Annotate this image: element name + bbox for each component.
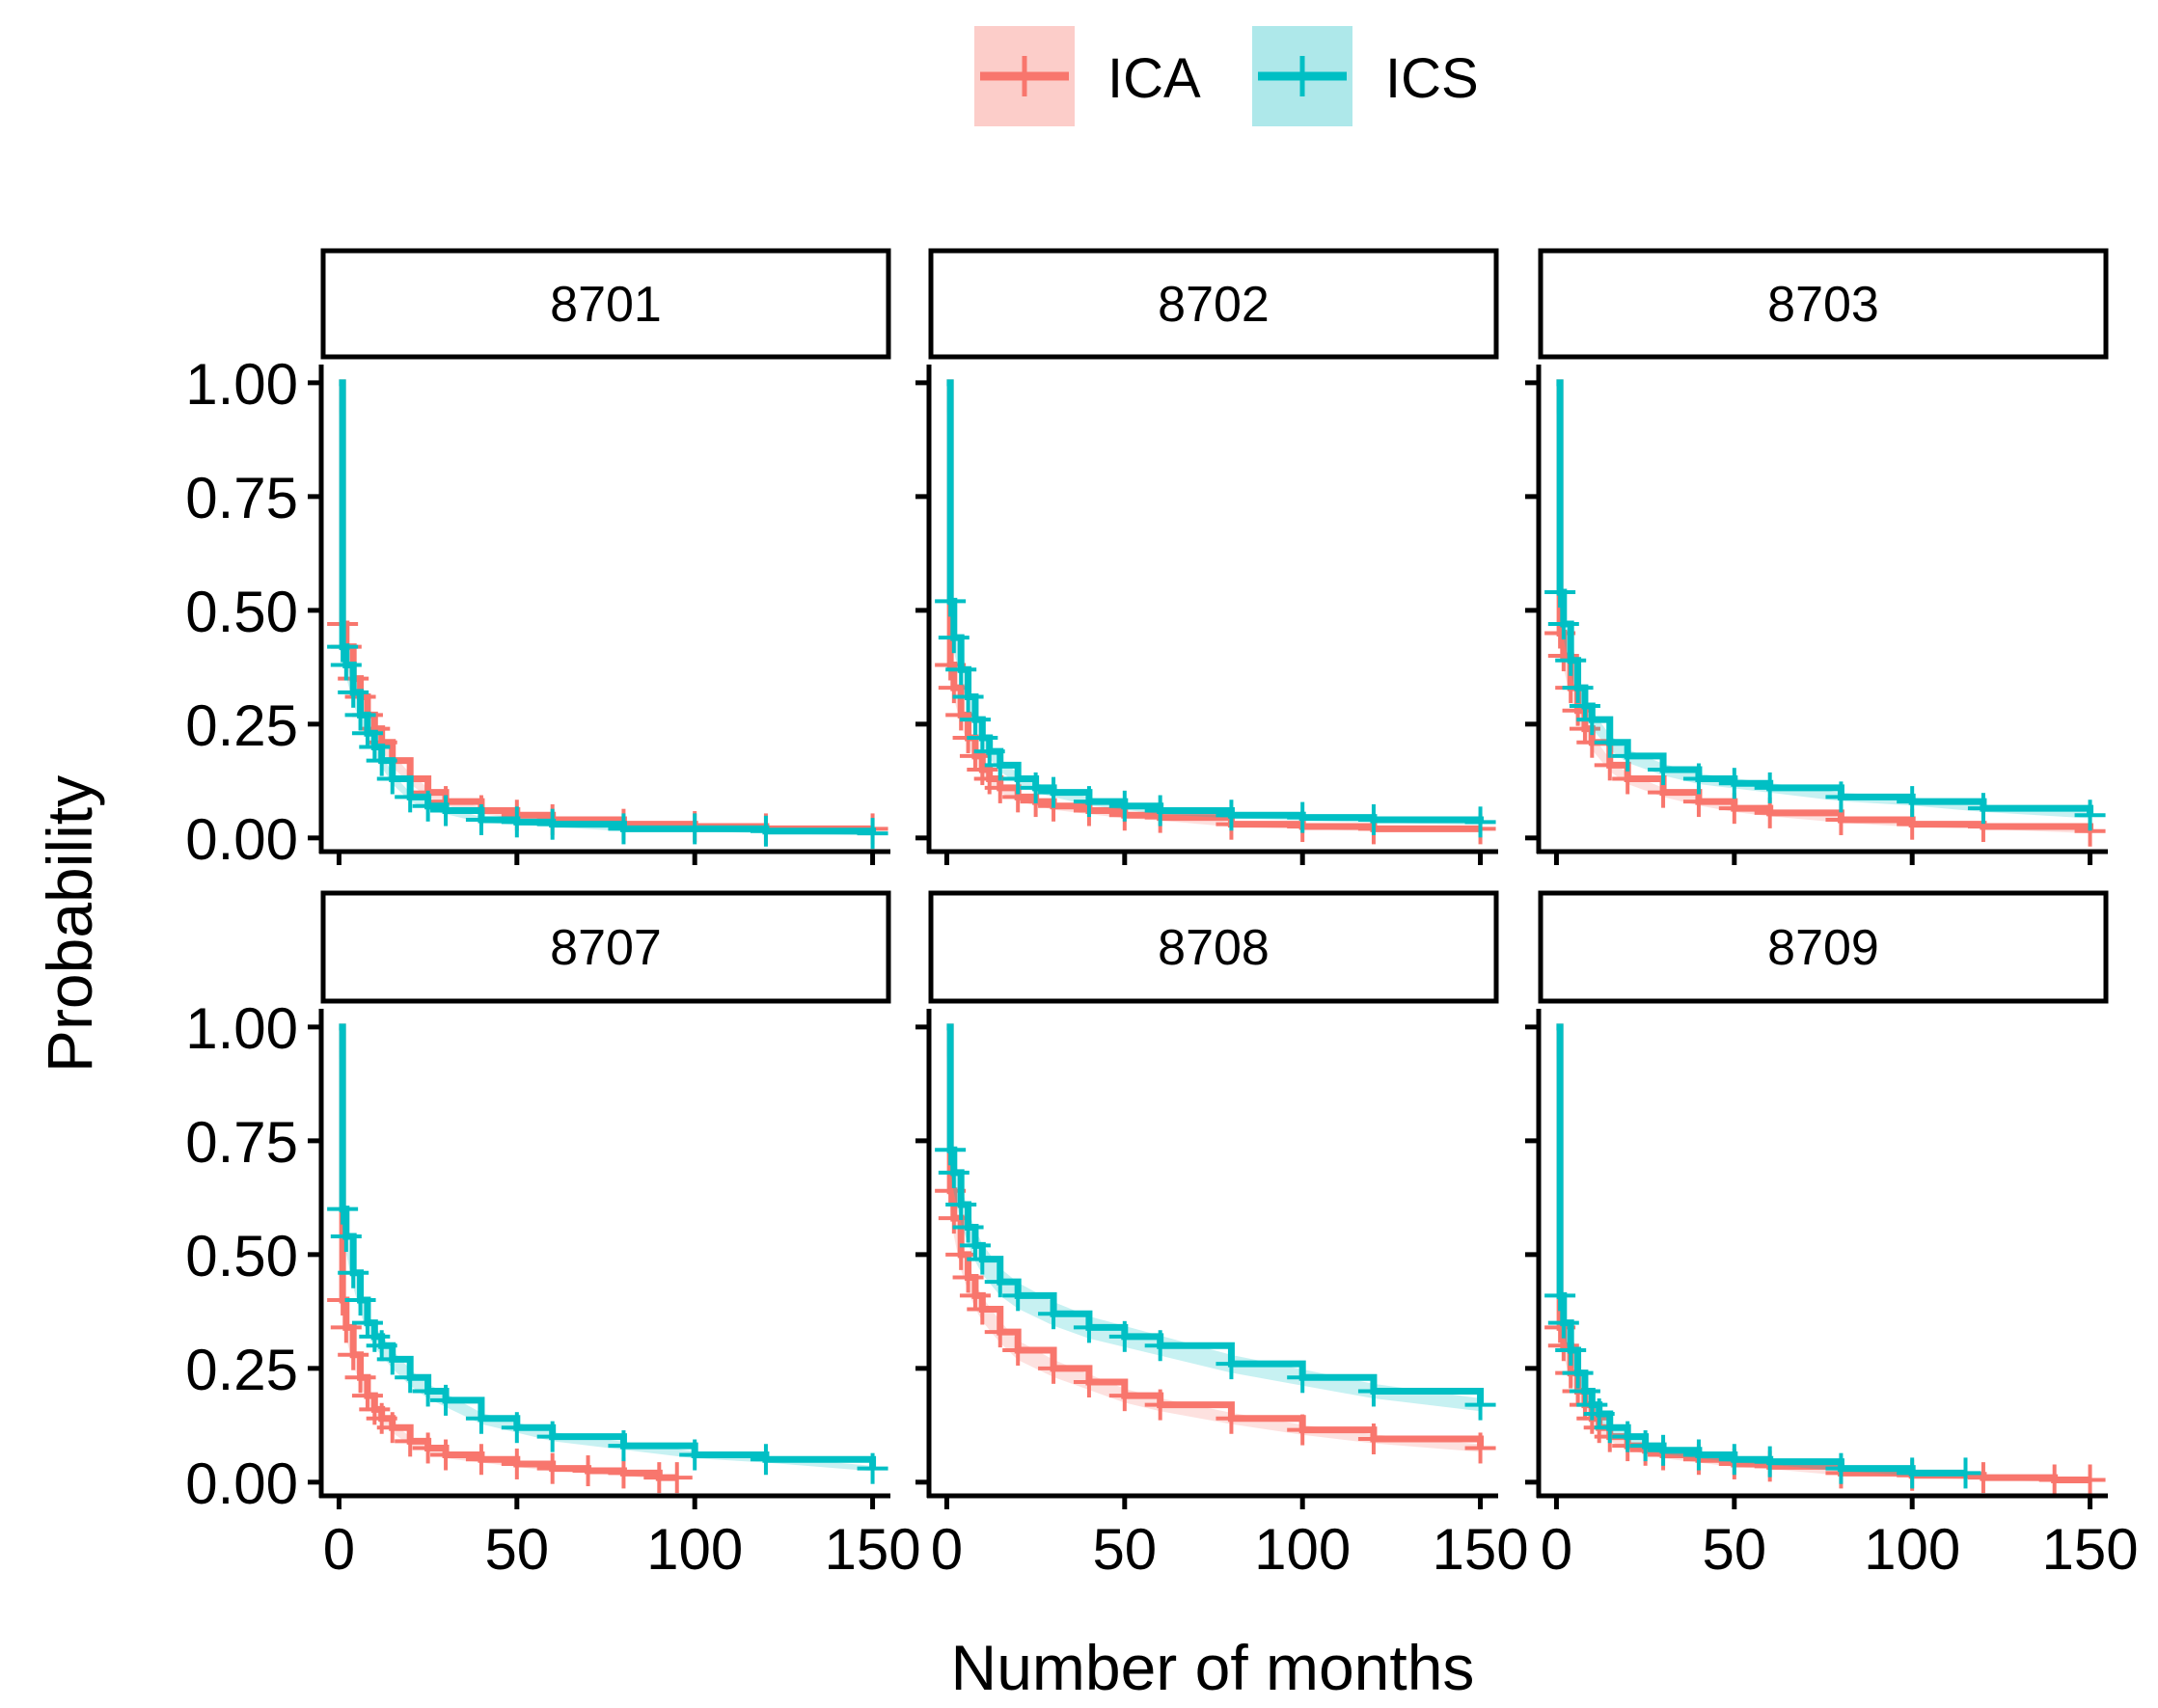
confidence-band xyxy=(339,382,873,836)
series-ics xyxy=(327,1023,888,1484)
x-tick-label: 100 xyxy=(646,1517,743,1582)
x-axis-title: Number of months xyxy=(951,1632,1475,1703)
legend-label-ica: ICA xyxy=(1107,47,1201,110)
x-tick-label: 0 xyxy=(323,1517,355,1582)
y-tick-label: 1.00 xyxy=(185,996,298,1061)
panel-strip xyxy=(928,890,1499,1004)
x-tick-label: 50 xyxy=(484,1517,549,1582)
panel-title: 8707 xyxy=(550,920,662,976)
x-tick-label: 50 xyxy=(1702,1517,1766,1582)
survival-line xyxy=(339,379,873,832)
survival-line xyxy=(1556,1023,2090,1483)
series-ics xyxy=(935,1023,1496,1421)
confidence-band xyxy=(946,382,1481,826)
panel-strip xyxy=(1538,890,2109,1004)
panel-title: 8709 xyxy=(1767,920,1879,976)
series-ics xyxy=(935,379,1496,838)
x-tick-label: 150 xyxy=(2042,1517,2139,1582)
facet-panels: 8701 0.00 0.25 0.50 0.75 1.00 8702 8703 8707 0.00… xyxy=(185,248,2139,1582)
x-tick-label: 0 xyxy=(1541,1517,1572,1582)
panel-8708: 8708 0 50 100 150 xyxy=(915,890,1529,1582)
legend: ICA ICS xyxy=(974,26,1479,126)
confidence-band xyxy=(339,1026,873,1472)
series-ica xyxy=(327,379,888,845)
x-tick-label: 100 xyxy=(1864,1517,1960,1582)
series-ics xyxy=(1544,1023,1981,1489)
confidence-band xyxy=(339,382,873,831)
confidence-band xyxy=(1556,1026,1966,1476)
panel-title: 8708 xyxy=(1158,920,1270,976)
series-ics xyxy=(327,379,888,850)
y-tick-label: 0.25 xyxy=(185,1338,298,1402)
confidence-band xyxy=(339,1026,677,1480)
survival-line xyxy=(339,1023,877,1469)
survival-line xyxy=(946,379,1481,832)
series-ica xyxy=(1544,379,2106,847)
y-tick-label: 0.50 xyxy=(185,1224,298,1288)
panel-strip xyxy=(320,890,891,1004)
panel-strip xyxy=(928,248,1499,360)
panel-8707: 8707 0.00 0.25 0.50 0.75 1.00 0 50 100 150 xyxy=(185,890,921,1582)
x-tick-label: 150 xyxy=(1433,1517,1529,1582)
y-tick-label: 1.00 xyxy=(185,352,298,417)
x-tick-label: 50 xyxy=(1092,1517,1157,1582)
panel-8703: 8703 xyxy=(1525,248,2109,865)
series-ics xyxy=(1544,379,2106,831)
confidence-band xyxy=(1556,1026,2090,1482)
y-tick-label: 0.75 xyxy=(185,1110,298,1175)
y-tick-label: 0.00 xyxy=(185,807,298,872)
series-ica xyxy=(327,1023,693,1494)
panel-8701: 8701 0.00 0.25 0.50 0.75 1.00 xyxy=(185,248,891,872)
x-tick-label: 150 xyxy=(825,1517,921,1582)
series-ica xyxy=(935,1023,1496,1464)
panel-title: 8703 xyxy=(1767,277,1879,333)
survival-line xyxy=(946,379,1485,824)
x-tick-label: 0 xyxy=(931,1517,963,1582)
panel-title: 8702 xyxy=(1158,277,1270,333)
survival-line xyxy=(339,379,877,835)
y-tick-label: 0.25 xyxy=(185,693,298,758)
panel-title: 8701 xyxy=(550,277,662,333)
legend-label-ics: ICS xyxy=(1385,47,1479,110)
y-tick-label: 0.75 xyxy=(185,466,298,530)
panel-8709: 8709 0 50 100 150 xyxy=(1525,890,2139,1582)
survival-line xyxy=(1556,379,2094,816)
y-tick-label: 0.50 xyxy=(185,580,298,644)
y-tick-label: 0.00 xyxy=(185,1451,298,1516)
survival-line xyxy=(1556,1023,1966,1477)
y-axis-title: Probability xyxy=(34,775,105,1072)
panel-strip xyxy=(320,248,891,360)
confidence-band xyxy=(946,382,1481,831)
panel-8702: 8702 xyxy=(915,248,1499,865)
x-tick-label: 100 xyxy=(1254,1517,1351,1582)
survival-line xyxy=(946,1023,1485,1449)
panel-strip xyxy=(1538,248,2109,360)
